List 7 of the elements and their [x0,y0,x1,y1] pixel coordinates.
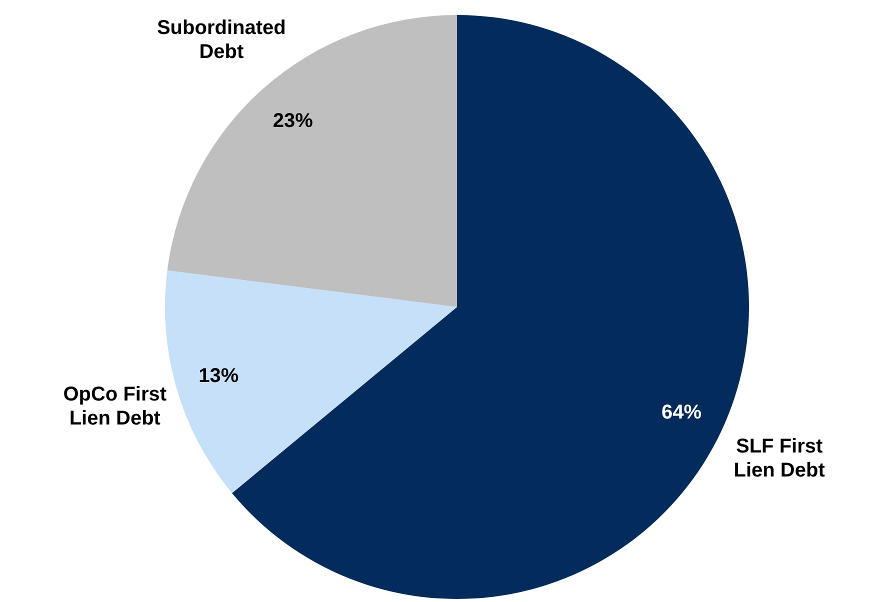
slice-label: OpCo First Lien Debt [63,383,167,430]
pie-slice [165,270,457,494]
data-label: 64% [662,402,702,424]
slice-label: Subordinated Debt [156,16,286,63]
slice-label: SLF First Lien Debt [734,436,826,482]
data-label: 23% [272,110,314,132]
data-label: 13% [198,365,239,388]
